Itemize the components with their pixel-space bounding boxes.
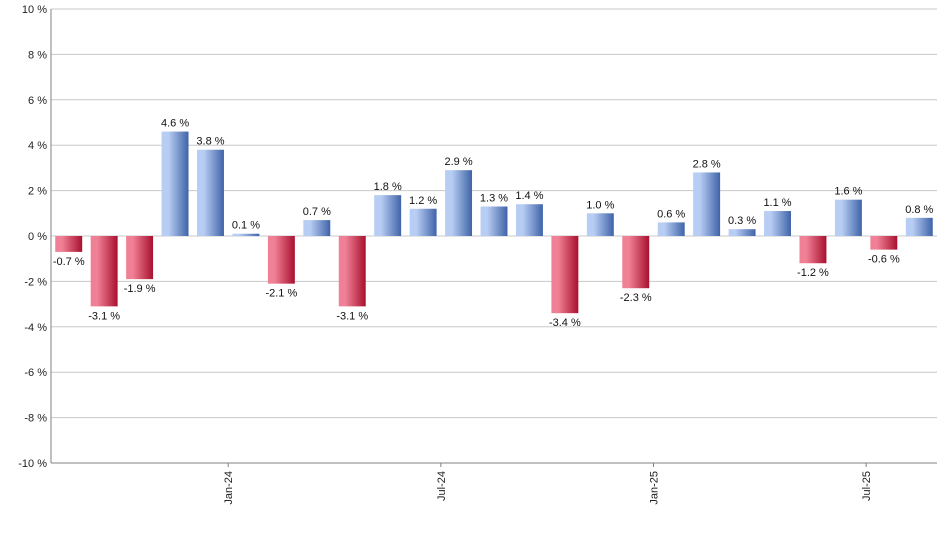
- y-tick-label: 8 %: [28, 49, 47, 61]
- y-tick-label: -2 %: [24, 276, 47, 288]
- data-label: 1.1 %: [763, 197, 791, 209]
- bar: [445, 170, 473, 236]
- bar: [126, 236, 154, 280]
- data-label: 0.7 %: [303, 206, 331, 218]
- data-label: 2.9 %: [444, 156, 472, 168]
- data-label: 1.8 %: [374, 181, 402, 193]
- bar: [693, 172, 721, 236]
- bar: [551, 236, 579, 314]
- bar: [374, 195, 402, 236]
- bar: [55, 236, 83, 252]
- bar: [870, 236, 898, 250]
- bar: [267, 236, 295, 284]
- bar: [515, 204, 543, 236]
- bar: [232, 233, 260, 236]
- y-tick-label: -10 %: [18, 458, 47, 470]
- bar: [905, 217, 933, 236]
- data-label: -1.2 %: [797, 267, 829, 279]
- x-tick-label: Jul-24: [436, 471, 448, 501]
- bar: [834, 199, 862, 236]
- data-label: 0.1 %: [232, 220, 260, 232]
- x-tick-label: Jul-25: [861, 471, 873, 501]
- bar: [586, 213, 614, 236]
- data-label: 3.8 %: [196, 136, 224, 148]
- y-tick-label: 4 %: [28, 140, 47, 152]
- bar: [764, 211, 791, 236]
- x-tick-label: Jan-25: [648, 471, 660, 505]
- data-label: 4.6 %: [161, 118, 189, 130]
- data-label: -2.1 %: [265, 288, 297, 300]
- y-tick-label: -6 %: [24, 367, 47, 379]
- bar: [728, 229, 756, 236]
- axes: [50, 9, 937, 464]
- bar: [480, 206, 508, 236]
- y-axis-tick-labels: 10 % 8 % 6 % 4 % 2 % 0 % -2 % -4 % -6 % -8 % -10 %: [18, 4, 47, 470]
- data-label: -3.1 %: [336, 310, 368, 322]
- data-label: -3.4 %: [549, 317, 581, 329]
- x-tick-label: Jan-24: [223, 471, 235, 505]
- y-tick-label: 2 %: [28, 186, 47, 198]
- y-tick-label: 6 %: [28, 95, 47, 107]
- data-label: -0.7 %: [53, 256, 85, 268]
- y-tick-label: -4 %: [24, 322, 47, 334]
- bar: [622, 236, 650, 289]
- data-label: 0.3 %: [728, 215, 756, 227]
- bar: [90, 236, 118, 307]
- y-tick-label: 10 %: [22, 4, 47, 16]
- bar: [303, 220, 331, 236]
- data-label: -2.3 %: [620, 292, 652, 304]
- y-tick-label: -8 %: [24, 413, 47, 425]
- data-label: 1.3 %: [480, 192, 508, 204]
- data-label: 0.8 %: [905, 204, 933, 216]
- bar: [197, 149, 224, 236]
- data-label: 1.4 %: [515, 190, 543, 202]
- bar: [799, 236, 827, 264]
- data-label: 1.0 %: [586, 199, 614, 211]
- y-tick-label: 0 %: [28, 231, 47, 243]
- x-axis-tick-labels: Jan-24 Jul-24 Jan-25 Jul-25: [223, 463, 873, 505]
- data-label: 1.6 %: [834, 186, 862, 198]
- data-label: 1.2 %: [409, 195, 437, 207]
- bar: [161, 131, 189, 236]
- data-label: -3.1 %: [88, 310, 120, 322]
- bar: [657, 222, 685, 236]
- data-label: -0.6 %: [868, 254, 900, 266]
- bar: [338, 236, 366, 307]
- bars: [55, 131, 933, 314]
- data-labels: -0.7 % -3.1 % -1.9 % 4.6 % 3.8 % 0.1 % -2.1 % 0…: [53, 118, 934, 330]
- bar: [409, 208, 437, 236]
- data-label: -1.9 %: [124, 283, 156, 295]
- data-label: 0.6 %: [657, 208, 685, 220]
- data-label: 2.8 %: [693, 158, 721, 170]
